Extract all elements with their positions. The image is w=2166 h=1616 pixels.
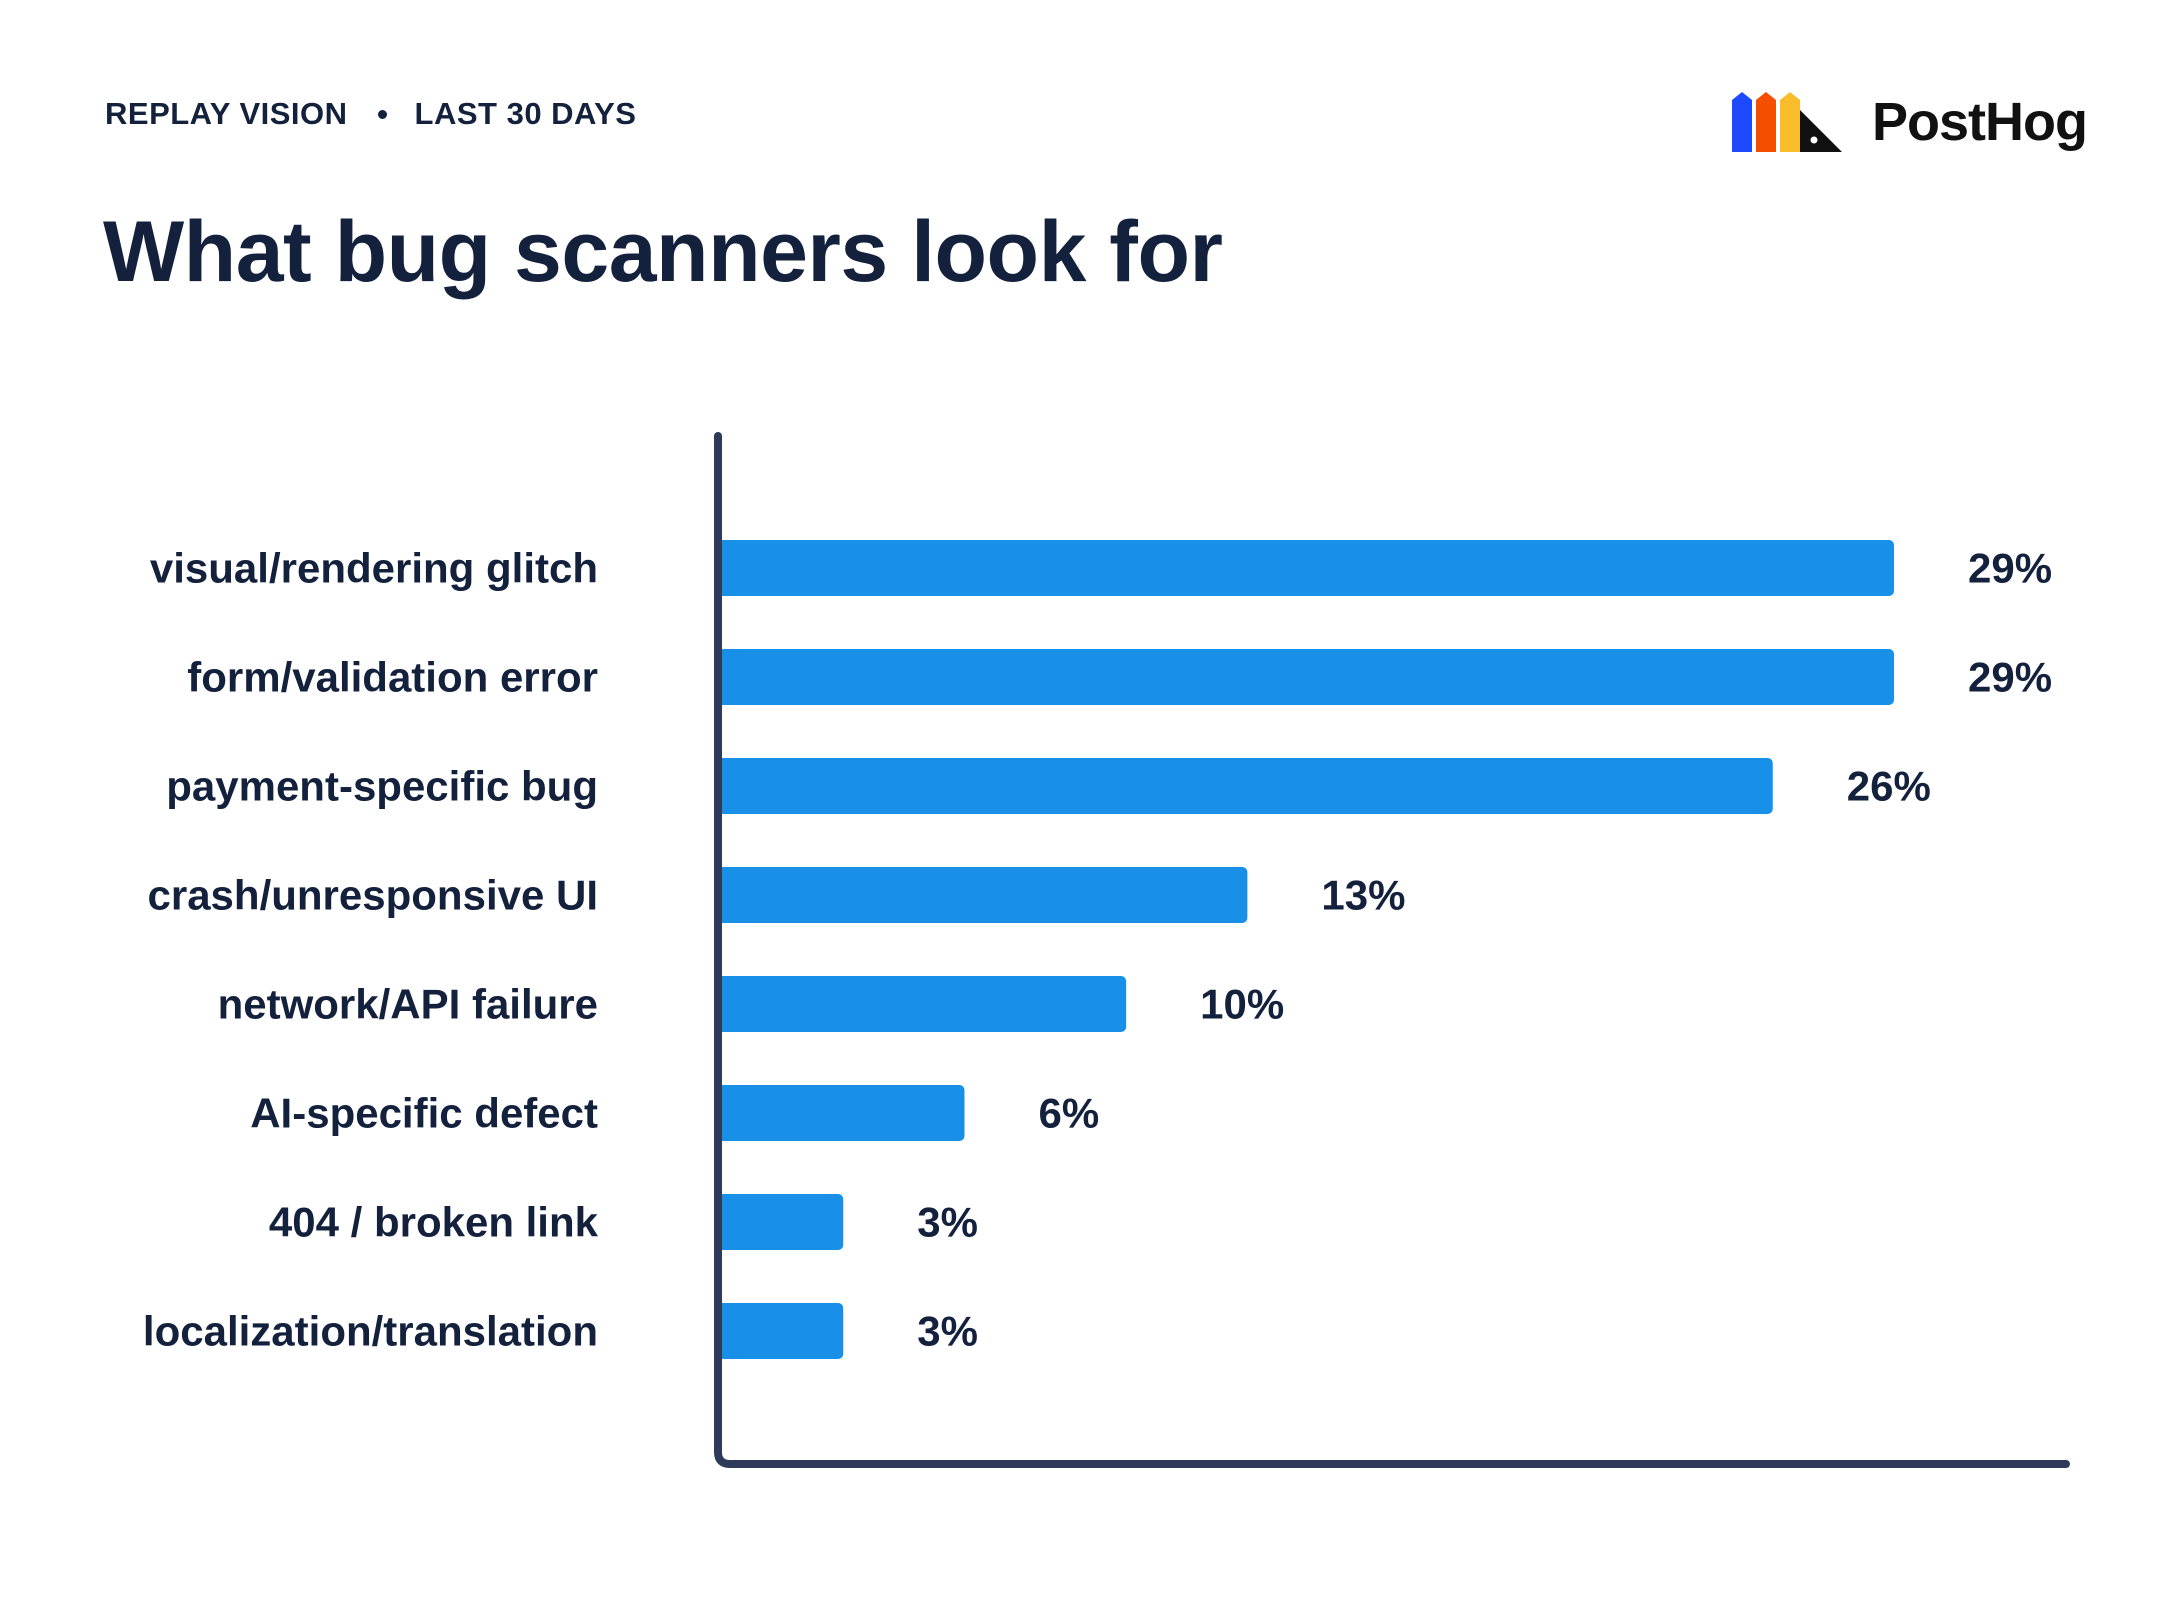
category-label: AI-specific defect <box>250 1090 598 1137</box>
value-label: 26% <box>1847 763 1931 810</box>
eyebrow-period: LAST 30 DAYS <box>414 96 637 131</box>
bar <box>716 758 1773 814</box>
bar <box>716 1085 965 1141</box>
value-label: 29% <box>1968 545 2052 592</box>
eyebrow-section: REPLAY VISION <box>105 96 348 131</box>
logo-wordmark: PostHog <box>1872 92 2088 152</box>
chart-eyebrow: REPLAY VISION LAST 30 DAYS <box>105 96 636 132</box>
posthog-hedgehog-logo-icon <box>1732 92 1842 152</box>
value-label: 3% <box>917 1308 978 1355</box>
value-label: 3% <box>917 1199 978 1246</box>
bar <box>716 867 1248 923</box>
value-label: 29% <box>1968 654 2052 701</box>
bar <box>716 540 1894 596</box>
category-label: payment-specific bug <box>166 763 598 810</box>
category-label: localization/translation <box>143 1308 598 1355</box>
category-label: form/validation error <box>187 654 598 701</box>
value-label: 13% <box>1321 872 1405 919</box>
posthog-logo: PostHog <box>1730 88 2088 156</box>
category-label: visual/rendering glitch <box>150 545 598 592</box>
value-label: 6% <box>1038 1090 1099 1137</box>
value-label: 10% <box>1200 981 1284 1028</box>
bar <box>716 649 1894 705</box>
category-label: network/API failure <box>218 981 598 1028</box>
category-label: 404 / broken link <box>269 1199 599 1246</box>
chart-axis <box>714 432 2070 1468</box>
bar <box>716 1303 844 1359</box>
eyebrow-separator-dot <box>377 109 387 119</box>
bar <box>716 976 1127 1032</box>
bar <box>716 1194 844 1250</box>
category-label: crash/unresponsive UI <box>148 872 599 919</box>
chart-title: What bug scanners look for <box>103 204 1223 300</box>
bars-layer: visual/rendering glitch 29% form/validatio… <box>143 540 2052 1359</box>
